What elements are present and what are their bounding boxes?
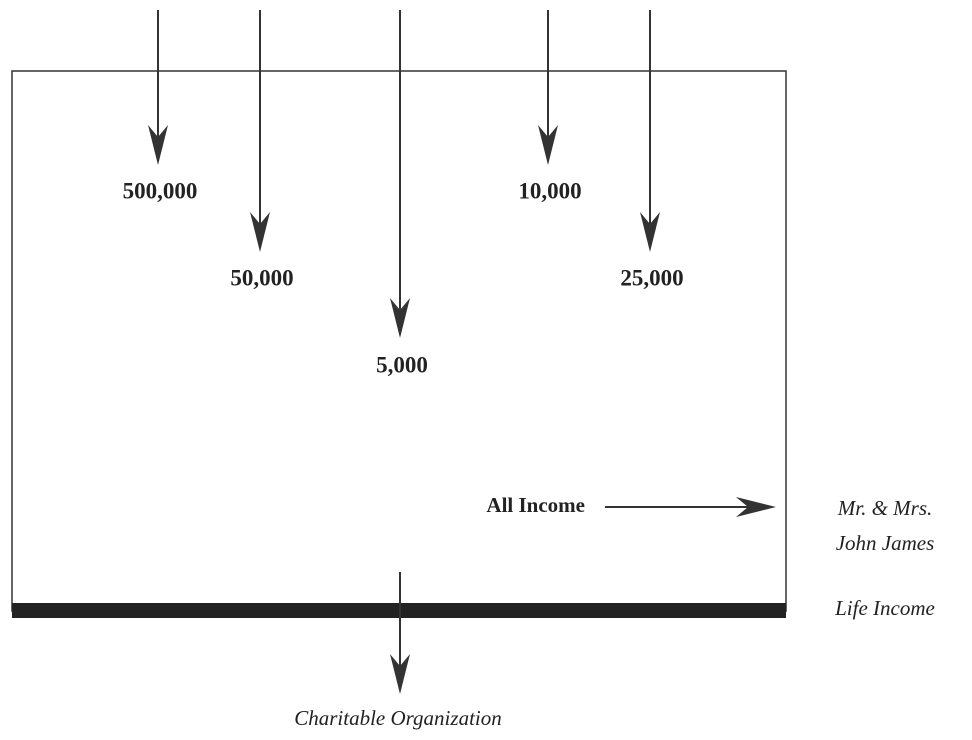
remainder-label: Charitable Organization [294,706,502,730]
arrow-head [640,212,660,252]
input-amount: 5,000 [376,352,428,377]
arrow-head [538,125,558,165]
input-amount: 10,000 [518,178,581,203]
arrow-head [736,497,776,517]
input-amount: 25,000 [620,265,683,290]
arrow-head [148,125,168,165]
arrow-head [390,298,410,338]
arrow-head [390,654,410,694]
arrow-head [250,212,270,252]
input-amount: 50,000 [230,265,293,290]
input-amount: 500,000 [123,178,198,203]
recipient-line: Mr. & Mrs. [837,496,933,520]
life-income-label: Life Income [834,596,935,620]
recipient-line: John James [836,531,935,555]
income-label: All Income [486,493,585,517]
